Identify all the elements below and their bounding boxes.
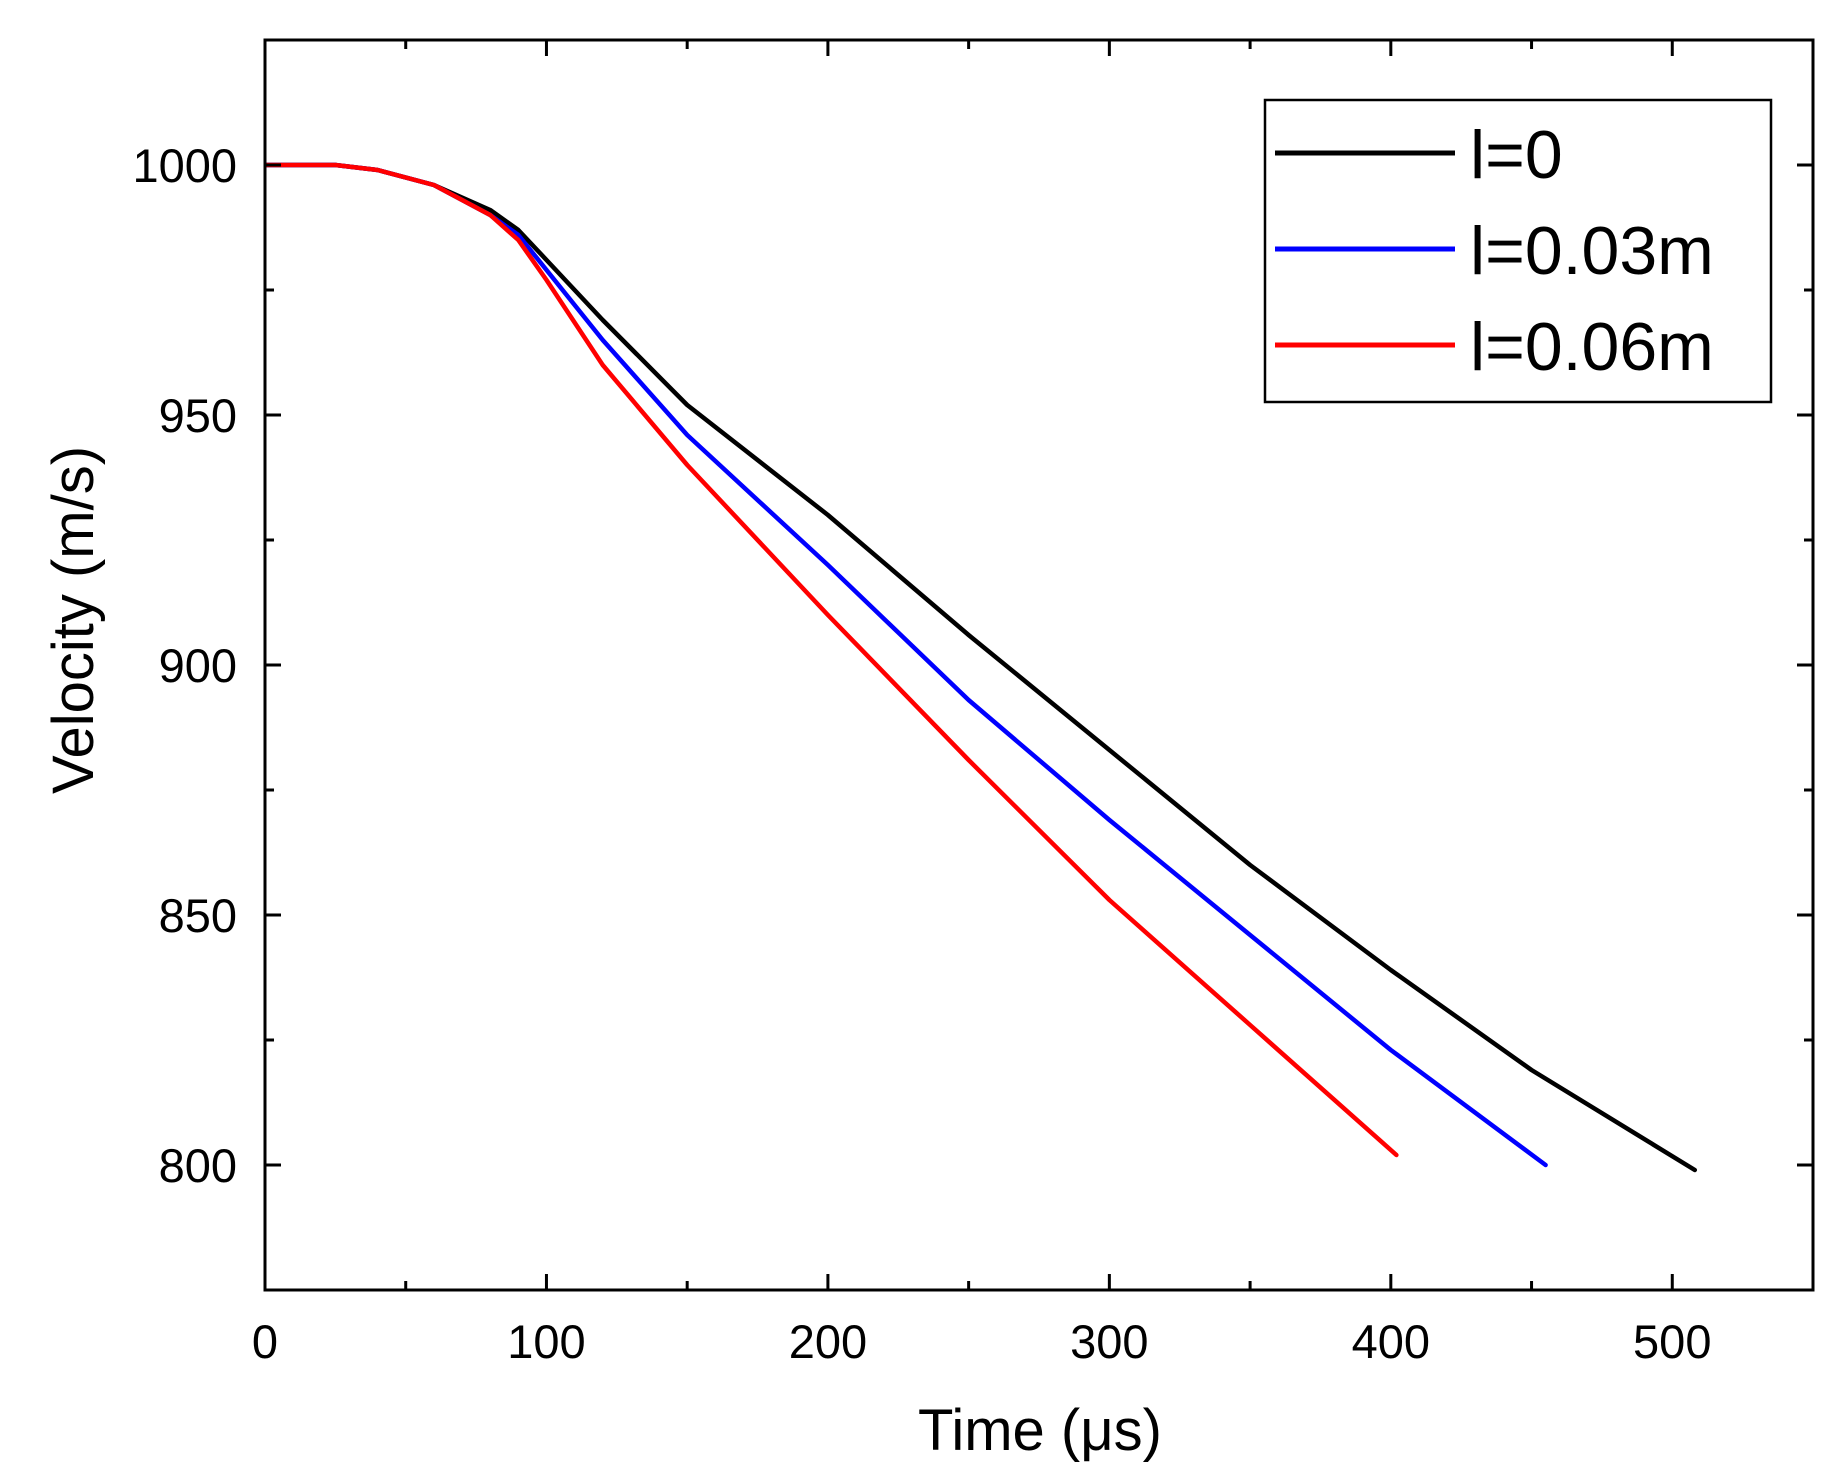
y-tick-label: 900: [159, 639, 237, 692]
y-tick-label: 1000: [132, 139, 237, 192]
x-axis-title: Time (μs): [918, 1398, 1162, 1463]
y-tick-label: 800: [159, 1139, 237, 1192]
legend-label: l=0: [1470, 117, 1563, 193]
x-tick-label: 400: [1352, 1315, 1430, 1368]
legend-label: l=0.03m: [1470, 213, 1714, 289]
plot-layer: [265, 162, 1698, 1173]
y-tick-label: 950: [159, 389, 237, 442]
x-tick-label: 0: [252, 1315, 278, 1368]
x-tick-label: 300: [1070, 1315, 1148, 1368]
x-tick-label: 500: [1633, 1315, 1711, 1368]
x-tick-label: 100: [507, 1315, 585, 1368]
series-line-l-0-06m: [265, 162, 1399, 1158]
legend-label: l=0.06m: [1470, 309, 1714, 385]
legend: l=0 l=0.03m l=0.06m: [1263, 98, 1773, 404]
x-tick-label: 200: [789, 1315, 867, 1368]
ticks-layer: 0 100 200 300 400 500 800 850 900 950 1000: [132, 40, 1813, 1368]
y-axis-title: Velocity (m/s): [41, 446, 106, 794]
y-tick-label: 850: [159, 889, 237, 942]
